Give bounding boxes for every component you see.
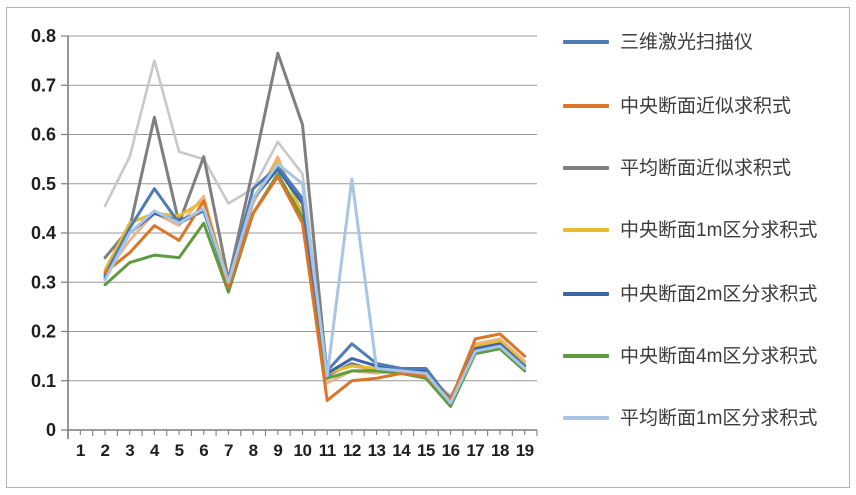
legend-swatch-central-section-4m (563, 354, 609, 358)
legend-label: 中央断面2m区分求积式 (620, 284, 818, 305)
x-axis-label: 14 (392, 441, 411, 460)
legend-label: 中央断面1m区分求积式 (620, 220, 818, 241)
y-axis-label: 0.8 (31, 26, 56, 46)
x-axis-label: 11 (319, 441, 336, 460)
legend-item-central-section-2m: 中央断面2m区分求积式 (563, 282, 832, 307)
x-axis-label: 7 (224, 441, 233, 460)
series-line-unlabeled-light-gray-line (103, 59, 526, 397)
y-axis-label: 0 (46, 420, 56, 440)
legend-item-central-section-approx: 中央断面近似求积式 (563, 94, 832, 119)
x-axis-label: 1 (76, 441, 85, 460)
x-axis-label: 2 (101, 441, 110, 460)
x-axis-label: 19 (516, 441, 534, 460)
x-axis-label: 5 (175, 441, 184, 460)
y-axis-label: 0.7 (31, 75, 56, 95)
y-axis-label: 0.4 (31, 223, 56, 243)
legend-label: 中央断面近似求积式 (620, 96, 792, 117)
legend-label: 三维激光扫描仪 (620, 32, 754, 53)
x-axis-label: 10 (294, 441, 312, 460)
x-axis-label: 12 (343, 441, 361, 460)
legend-swatch-average-section-approx (563, 166, 609, 170)
y-axis-label: 0.2 (31, 322, 56, 342)
legend-item-average-section-1m: 平均断面1m区分求积式 (563, 406, 832, 431)
legend-swatch-central-section-1m (563, 228, 609, 232)
legend-label: 中央断面4m区分求积式 (620, 346, 818, 367)
legend-label: 平均断面1m区分求积式 (620, 408, 818, 429)
y-axis-label: 0.5 (31, 174, 56, 194)
y-axis-label: 0.6 (31, 125, 56, 145)
x-axis-label: 17 (466, 441, 484, 460)
series-line-average-section-approx (103, 51, 527, 400)
legend-swatch-central-section-2m (563, 292, 609, 296)
y-axis-label: 0.1 (31, 371, 56, 391)
x-axis-label: 13 (368, 441, 386, 460)
legend-swatch-3d-laser-scanner (563, 40, 609, 44)
x-axis-label: 3 (125, 441, 134, 460)
series-line-central-section-approx (103, 174, 527, 402)
x-axis-label: 15 (417, 441, 435, 460)
x-axis-label: 9 (273, 441, 282, 460)
x-axis-label: 18 (491, 441, 509, 460)
x-axis-label: 6 (199, 441, 208, 460)
legend-item-3d-laser-scanner: 三维激光扫描仪 (563, 30, 832, 55)
legend-swatch-central-section-approx (563, 104, 609, 108)
series-line-average-section-1m (103, 162, 527, 405)
legend-label: 平均断面近似求积式 (620, 158, 792, 179)
y-axis-label: 0.3 (31, 272, 56, 292)
legend-swatch-average-section-1m (563, 416, 609, 420)
x-axis-label: 8 (249, 441, 258, 460)
legend-item-average-section-approx: 平均断面近似求积式 (563, 156, 832, 181)
x-axis-label: 16 (442, 441, 460, 460)
x-axis-label: 4 (150, 441, 160, 460)
legend-item-central-section-1m: 中央断面1m区分求积式 (563, 218, 832, 243)
legend-item-central-section-4m: 中央断面4m区分求积式 (563, 344, 832, 369)
